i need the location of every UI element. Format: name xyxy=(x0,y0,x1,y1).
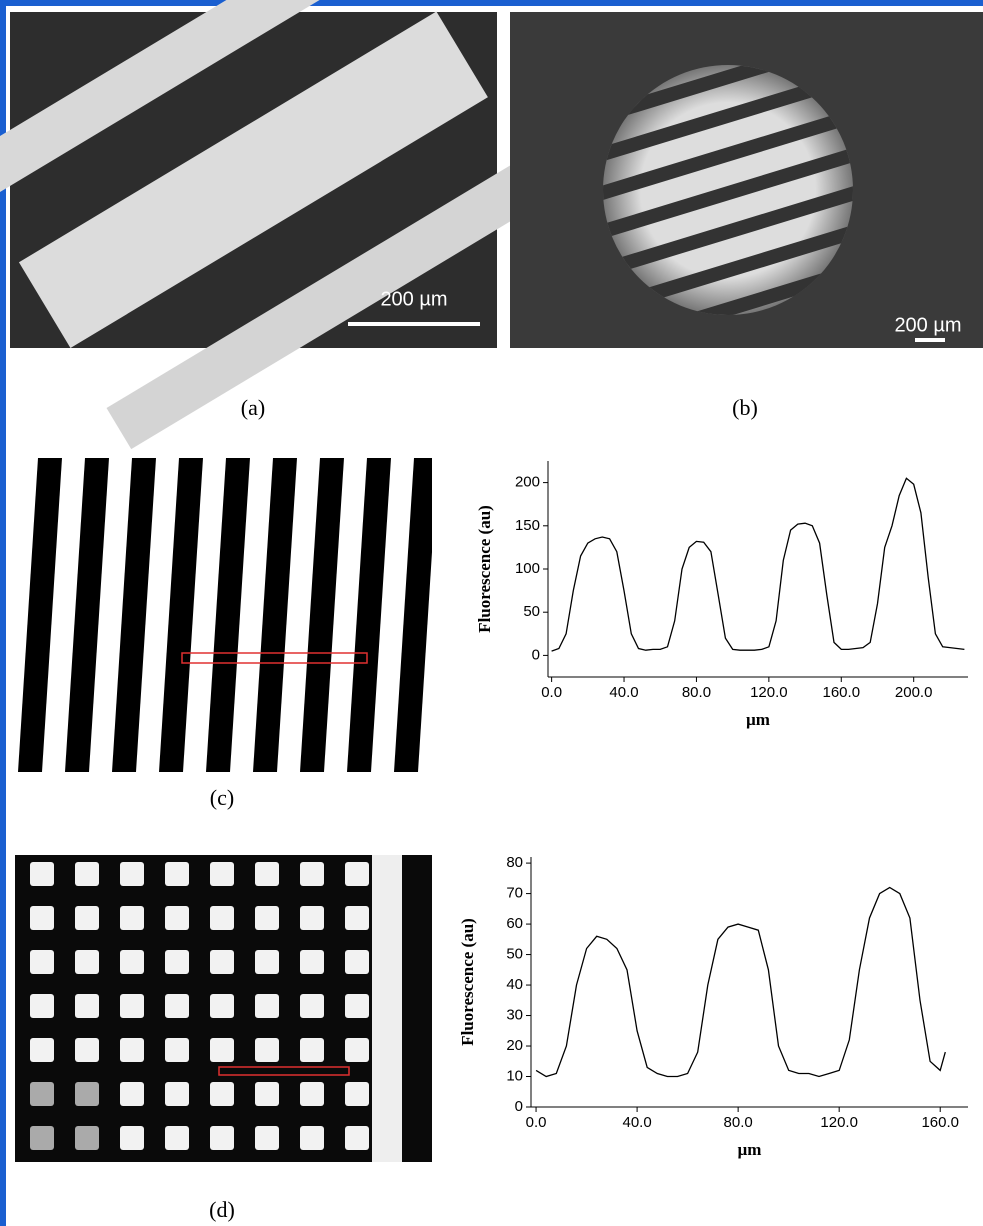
x-tick-label: 40.0 xyxy=(609,684,638,701)
panel-label: (b) xyxy=(732,395,758,420)
y-tick-label: 60 xyxy=(506,915,523,932)
image-b: 200 µm xyxy=(510,12,983,355)
x-tick-label: 0.0 xyxy=(526,1114,547,1131)
square xyxy=(210,1038,234,1062)
x-tick-label: 40.0 xyxy=(622,1114,651,1131)
x-tick-label: 160.0 xyxy=(823,684,861,701)
square xyxy=(345,1126,369,1150)
y-tick-label: 100 xyxy=(515,560,540,577)
figure-page: 200 µm 200 µm (a) (b) (c) (d) 0501001502… xyxy=(0,0,983,1226)
square xyxy=(30,1126,54,1150)
square xyxy=(30,1038,54,1062)
y-tick-label: 10 xyxy=(506,1067,523,1084)
scale-bar-label: 200 µm xyxy=(380,288,447,310)
square xyxy=(210,994,234,1018)
square xyxy=(120,1082,144,1106)
square xyxy=(255,994,279,1018)
square xyxy=(165,1038,189,1062)
square xyxy=(30,950,54,974)
square xyxy=(345,994,369,1018)
y-tick-label: 0 xyxy=(532,646,540,663)
x-tick-label: 160.0 xyxy=(921,1114,959,1131)
y-tick-label: 50 xyxy=(506,946,523,963)
y-axis-title: Fluorescence (au) xyxy=(475,505,494,633)
square xyxy=(300,1082,324,1106)
square xyxy=(30,906,54,930)
y-tick-label: 40 xyxy=(506,976,523,993)
square xyxy=(120,1126,144,1150)
square xyxy=(120,994,144,1018)
y-tick-label: 150 xyxy=(515,517,540,534)
x-tick-label: 80.0 xyxy=(724,1114,753,1131)
square xyxy=(120,1038,144,1062)
square xyxy=(210,950,234,974)
figure: 200 µm 200 µm (a) (b) (c) (d) 0501001502… xyxy=(0,0,983,1226)
square xyxy=(255,1126,279,1150)
square xyxy=(75,862,99,886)
square xyxy=(75,906,99,930)
y-tick-label: 30 xyxy=(506,1007,523,1024)
square xyxy=(165,1126,189,1150)
square xyxy=(120,906,144,930)
image-c xyxy=(15,458,438,772)
y-tick-label: 50 xyxy=(523,603,540,620)
square xyxy=(165,1082,189,1106)
y-tick-label: 200 xyxy=(515,474,540,491)
square xyxy=(255,1082,279,1106)
square xyxy=(345,862,369,886)
square xyxy=(30,862,54,886)
square xyxy=(255,862,279,886)
x-tick-label: 200.0 xyxy=(895,684,933,701)
square xyxy=(120,862,144,886)
data-line xyxy=(536,888,945,1077)
x-tick-label: 0.0 xyxy=(541,684,562,701)
square xyxy=(345,950,369,974)
square xyxy=(165,862,189,886)
x-tick-label: 120.0 xyxy=(750,684,788,701)
square xyxy=(345,906,369,930)
square xyxy=(120,950,144,974)
square xyxy=(255,906,279,930)
data-line xyxy=(552,478,965,651)
square xyxy=(210,862,234,886)
square xyxy=(210,1082,234,1106)
square xyxy=(75,994,99,1018)
y-tick-label: 70 xyxy=(506,885,523,902)
x-tick-label: 80.0 xyxy=(682,684,711,701)
square xyxy=(75,1082,99,1106)
panel-label: (a) xyxy=(241,395,265,420)
square xyxy=(30,1082,54,1106)
square xyxy=(165,906,189,930)
square xyxy=(210,1126,234,1150)
square xyxy=(165,950,189,974)
square xyxy=(75,950,99,974)
image-d xyxy=(15,855,432,1162)
panel-label: (d) xyxy=(209,1197,235,1222)
top-border xyxy=(0,0,983,6)
y-tick-label: 80 xyxy=(506,854,523,871)
square xyxy=(300,1038,324,1062)
y-tick-label: 20 xyxy=(506,1037,523,1054)
y-tick-label: 0 xyxy=(515,1098,523,1115)
square xyxy=(165,994,189,1018)
square xyxy=(345,1082,369,1106)
panel-label: (c) xyxy=(210,785,234,810)
square xyxy=(75,1126,99,1150)
square xyxy=(345,1038,369,1062)
square xyxy=(300,906,324,930)
square xyxy=(75,1038,99,1062)
square xyxy=(300,1126,324,1150)
square xyxy=(300,994,324,1018)
square xyxy=(210,906,234,930)
square xyxy=(300,950,324,974)
x-axis-title: µm xyxy=(738,1140,762,1159)
x-axis-title: µm xyxy=(746,710,770,729)
square xyxy=(255,950,279,974)
y-axis-title: Fluorescence (au) xyxy=(458,918,477,1046)
square xyxy=(30,994,54,1018)
scale-bar-label: 200 µm xyxy=(894,314,961,336)
square xyxy=(300,862,324,886)
square xyxy=(255,1038,279,1062)
x-tick-label: 120.0 xyxy=(820,1114,858,1131)
